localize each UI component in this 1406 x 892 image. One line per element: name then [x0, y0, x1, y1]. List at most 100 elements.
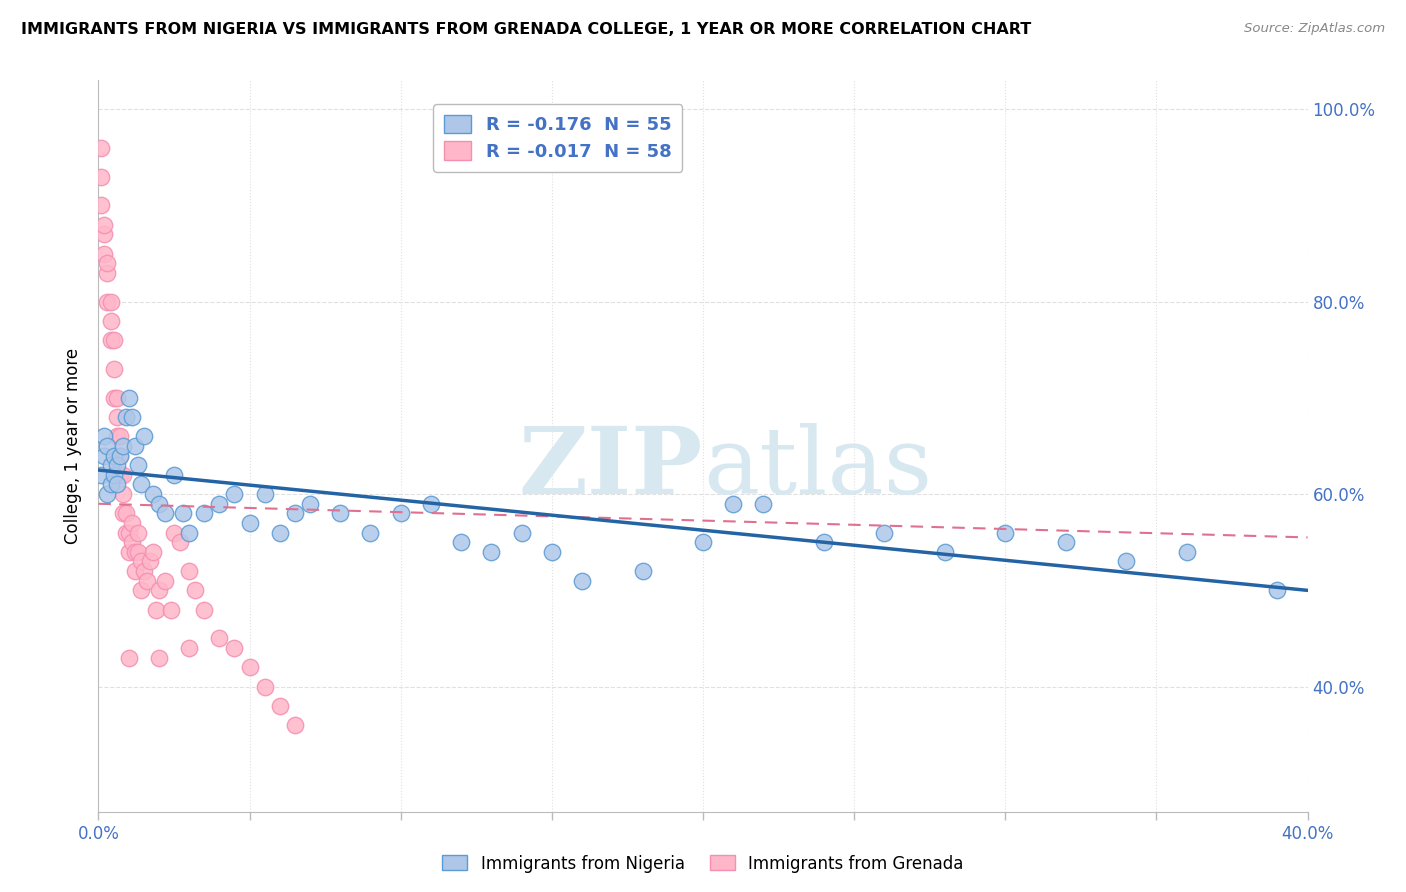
Point	[108, 449, 131, 463]
Point	[269, 525, 291, 540]
Point	[93, 218, 115, 232]
Point	[124, 564, 146, 578]
Point	[253, 487, 276, 501]
Point	[121, 535, 143, 549]
Point	[224, 641, 246, 656]
Point	[105, 429, 128, 443]
Point	[208, 497, 231, 511]
Point	[163, 467, 186, 482]
Point	[118, 525, 141, 540]
Point	[103, 449, 125, 463]
Point	[93, 246, 115, 260]
Point	[127, 545, 149, 559]
Point	[269, 698, 291, 713]
Point	[105, 458, 128, 473]
Point	[124, 439, 146, 453]
Point	[105, 410, 128, 425]
Point	[96, 439, 118, 453]
Point	[184, 583, 207, 598]
Point	[1175, 545, 1198, 559]
Point	[93, 227, 115, 242]
Point	[114, 525, 136, 540]
Point	[193, 507, 215, 521]
Point	[100, 314, 122, 328]
Point	[96, 294, 118, 309]
Point	[100, 333, 122, 347]
Y-axis label: College, 1 year or more: College, 1 year or more	[65, 348, 83, 544]
Point	[169, 535, 191, 549]
Point	[111, 487, 134, 501]
Point	[153, 574, 176, 588]
Point	[540, 545, 562, 559]
Point	[121, 410, 143, 425]
Point	[934, 545, 956, 559]
Point	[96, 487, 118, 501]
Point	[121, 516, 143, 530]
Text: ZIP: ZIP	[519, 423, 703, 513]
Text: Source: ZipAtlas.com: Source: ZipAtlas.com	[1244, 22, 1385, 36]
Text: IMMIGRANTS FROM NIGERIA VS IMMIGRANTS FROM GRENADA COLLEGE, 1 YEAR OR MORE CORRE: IMMIGRANTS FROM NIGERIA VS IMMIGRANTS FR…	[21, 22, 1032, 37]
Point	[129, 583, 152, 598]
Point	[208, 632, 231, 646]
Point	[90, 169, 112, 184]
Point	[142, 487, 165, 501]
Point	[224, 487, 246, 501]
Point	[114, 410, 136, 425]
Point	[135, 574, 157, 588]
Point	[692, 535, 714, 549]
Point	[813, 535, 835, 549]
Point	[111, 439, 134, 453]
Point	[1054, 535, 1077, 549]
Point	[253, 680, 276, 694]
Point	[90, 467, 112, 482]
Point	[752, 497, 775, 511]
Point	[1267, 583, 1289, 598]
Point	[179, 525, 201, 540]
Point	[148, 583, 170, 598]
Point	[108, 449, 131, 463]
Point	[108, 429, 131, 443]
Point	[163, 525, 186, 540]
Point	[127, 458, 149, 473]
Point	[90, 141, 112, 155]
Point	[129, 477, 152, 491]
Point	[239, 516, 262, 530]
Point	[132, 429, 155, 443]
Point	[96, 256, 118, 270]
Point	[96, 266, 118, 280]
Point	[103, 362, 125, 376]
Point	[510, 525, 533, 540]
Point	[329, 507, 352, 521]
Point	[118, 650, 141, 665]
Point	[129, 554, 152, 568]
Point	[450, 535, 472, 549]
Point	[148, 497, 170, 511]
Point	[481, 545, 503, 559]
Point	[420, 497, 443, 511]
Point	[284, 507, 307, 521]
Point	[360, 525, 382, 540]
Point	[103, 391, 125, 405]
Point	[631, 564, 654, 578]
Point	[100, 477, 122, 491]
Point	[1115, 554, 1137, 568]
Point	[153, 507, 176, 521]
Point	[114, 507, 136, 521]
Point	[108, 467, 131, 482]
Point	[571, 574, 593, 588]
Point	[90, 198, 112, 212]
Point	[100, 458, 122, 473]
Point	[111, 467, 134, 482]
Point	[139, 554, 162, 568]
Point	[145, 602, 167, 616]
Point	[994, 525, 1017, 540]
Point	[132, 564, 155, 578]
Point	[389, 507, 412, 521]
Legend: R = -0.176  N = 55, R = -0.017  N = 58: R = -0.176 N = 55, R = -0.017 N = 58	[433, 104, 682, 171]
Point	[873, 525, 896, 540]
Point	[284, 718, 307, 732]
Point	[148, 650, 170, 665]
Point	[239, 660, 262, 674]
Point	[111, 507, 134, 521]
Point	[124, 545, 146, 559]
